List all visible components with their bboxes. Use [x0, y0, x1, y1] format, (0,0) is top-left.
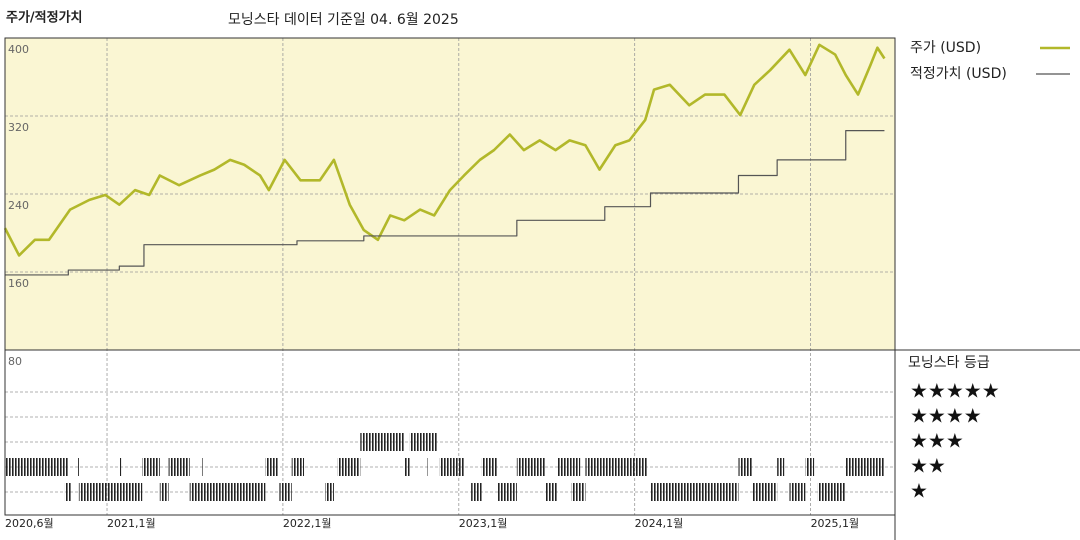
rating-bar: [119, 458, 122, 476]
legend-label: 주가 (USD): [910, 40, 981, 56]
rating-bar: [159, 483, 169, 501]
rating-bar: [805, 458, 815, 476]
rating-bar: [404, 458, 410, 476]
rating-bar: [142, 458, 160, 476]
rating-legend: ★★★★: [910, 404, 982, 428]
y-tick-label: 160: [8, 277, 29, 290]
rating-bar: [817, 483, 846, 501]
rating-bar: [337, 458, 361, 476]
rating-bar: [439, 458, 465, 476]
rating-bar: [325, 483, 334, 501]
rating-bar: [409, 433, 438, 451]
x-tick-label: 2024,1월: [635, 517, 684, 530]
rating-bar: [544, 483, 558, 501]
legend-label: 적정가치 (USD): [910, 66, 1007, 82]
y-tick-label: 240: [8, 199, 29, 212]
rating-bar: [64, 483, 72, 501]
rating-bar: [5, 458, 69, 476]
rating-bar: [201, 458, 204, 476]
rating-bar: [360, 433, 405, 451]
rating-bar: [738, 458, 753, 476]
rating-bar: [845, 458, 885, 476]
x-tick-label: 2025,1월: [811, 517, 860, 530]
rating-bar: [516, 458, 545, 476]
rating-legend: ★: [910, 479, 928, 503]
rating-bar: [427, 458, 429, 476]
rating-title: 모닝스타 등급: [908, 355, 990, 371]
rating-bar: [789, 483, 806, 501]
rating-bar: [279, 483, 292, 501]
rating-bar: [471, 483, 482, 501]
rating-bar: [571, 483, 586, 501]
rating-bar: [481, 458, 498, 476]
chart-title: 주가/적정가치: [6, 10, 83, 26]
series-line: [5, 130, 885, 276]
x-tick-label: 2022,1월: [283, 517, 332, 530]
rating-bar: [78, 483, 143, 501]
rating-bar: [650, 483, 739, 501]
y-tick-label: 80: [8, 355, 22, 368]
rating-legend: ★★: [910, 454, 946, 478]
rating-legend: ★★★: [910, 429, 964, 453]
rating-legend: ★★★★★: [910, 379, 1000, 403]
y-tick-label: 400: [8, 43, 29, 56]
series-line: [3, 43, 886, 257]
rating-bar: [265, 458, 278, 476]
rating-bar: [168, 458, 190, 476]
chart-subtitle: 모닝스타 데이터 기준일 04. 6월 2025: [228, 12, 459, 28]
rating-bar: [585, 458, 647, 476]
x-tick-label: 2020,6월: [5, 517, 54, 530]
rating-bar: [189, 483, 266, 501]
x-tick-label: 2023,1월: [459, 517, 508, 530]
rating-bar: [77, 458, 79, 476]
rating-bar: [752, 483, 778, 501]
rating-bar: [777, 458, 785, 476]
rating-bar: [291, 458, 305, 476]
y-tick-label: 320: [8, 121, 29, 134]
rating-bar: [557, 458, 581, 476]
rating-bar: [497, 483, 517, 501]
x-tick-label: 2021,1월: [107, 517, 156, 530]
